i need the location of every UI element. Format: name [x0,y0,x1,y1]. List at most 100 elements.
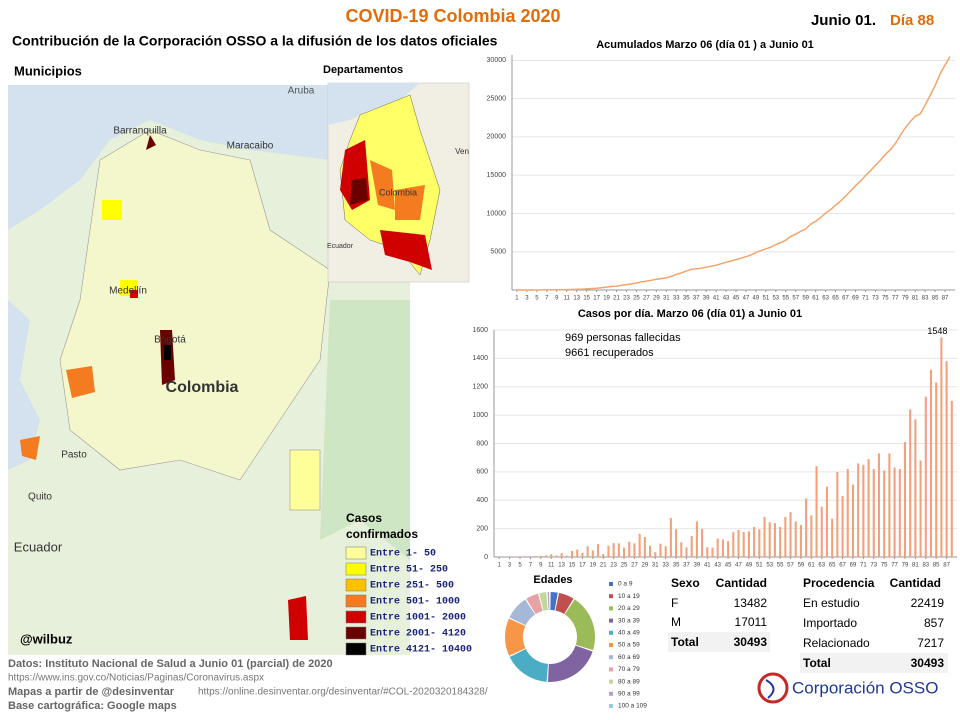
table-header: Procedencia [803,576,875,590]
legend-swatch [609,655,613,660]
legend-swatch [609,704,613,708]
donut-slice [509,648,548,682]
bar [872,469,875,557]
day: Día 88 [890,12,934,29]
bar [903,442,907,557]
credit: @wilbuz [20,631,73,646]
inset-title: Departamentos [323,64,403,76]
legend-swatch [345,546,367,560]
bar [701,528,704,557]
bar [742,532,745,557]
x-tick-label: 61 [808,563,815,569]
x-tick-label: 37 [683,563,690,569]
y-tick-label: 15000 [487,172,507,179]
x-tick-label: 47 [743,296,750,302]
bar [789,512,792,557]
donut-slice [509,599,536,626]
y-tick-label: 1400 [472,355,488,362]
bar [836,471,839,557]
x-tick-label: 1 [515,296,519,302]
x-tick-label: 43 [723,296,730,302]
map-label: Bogotá [154,335,186,346]
x-tick-label: 7 [545,296,549,302]
legend-label: 80 a 89 [618,678,640,685]
bar [940,337,943,557]
bar [591,550,594,557]
x-tick-label: 67 [839,563,846,569]
x-tick-label: 3 [508,563,512,569]
x-tick-label: 9 [555,296,559,302]
maps-credit: Mapas a partir de @desinventar [8,686,175,698]
x-tick-label: 31 [652,563,659,569]
bar [815,466,818,557]
bar [893,467,896,557]
y-tick-label: 200 [476,525,488,532]
x-tick-label: 15 [569,563,576,569]
bar [607,545,610,557]
x-tick-label: 71 [860,563,867,569]
x-tick-label: 75 [882,296,889,302]
map-label: Colombia [166,379,239,396]
donut-slice [555,592,574,614]
legend-swatch [609,630,613,635]
y-tick-label: 1600 [472,327,488,334]
y-tick-label: 10000 [487,210,507,217]
y-tick-label: 800 [476,440,488,447]
bar [924,396,927,557]
x-tick-label: 83 [922,296,929,302]
bar [753,526,756,557]
x-tick-label: 75 [881,563,888,569]
bar [617,543,620,557]
x-tick-label: 57 [792,296,799,302]
bar [747,531,750,557]
bar [570,550,574,557]
legend-swatch [609,606,613,611]
legend-swatch [609,582,613,586]
legend-label: 20 a 29 [618,605,640,612]
bar [649,545,652,557]
bar [716,538,719,557]
bar [581,552,584,557]
bar [867,459,870,557]
x-tick-label: 23 [623,296,630,302]
legend-swatch [345,594,367,608]
x-tick-label: 45 [725,563,732,569]
bar [675,529,678,557]
x-tick-label: 3 [525,296,529,302]
x-tick-label: 13 [558,563,565,569]
legend-swatch [609,643,613,647]
bar [851,484,854,557]
x-tick-label: 45 [733,296,740,302]
departamentos-map [327,82,470,283]
bar [857,463,860,557]
map-label: Maracaibo [227,141,274,152]
bar [919,460,922,557]
x-tick-label: 33 [662,563,669,569]
x-tick-label: 1 [498,563,502,569]
bar [669,518,672,557]
x-tick-label: 81 [912,563,919,569]
x-tick-label: 73 [870,563,877,569]
y-tick-label: 30000 [487,57,507,64]
bar [550,554,553,557]
bar [555,555,558,557]
bar [898,469,901,557]
legend-label: 50 a 59 [618,642,640,649]
x-tick-label: 67 [842,296,849,302]
x-tick-label: 7 [529,563,533,569]
x-tick-label: 27 [631,563,638,569]
legend-title: confirmados [346,527,418,541]
bar [883,470,886,557]
bar [565,555,568,557]
legend-label: 0 a 9 [618,581,633,588]
bar [659,543,662,557]
x-tick-label: 79 [902,563,909,569]
bar [841,495,844,557]
bar [935,382,938,557]
x-tick-label: 63 [818,563,825,569]
table-cell: 7217 [917,636,944,650]
bar [685,547,688,557]
bar [643,536,646,557]
table-cell: En estudio [803,596,860,610]
